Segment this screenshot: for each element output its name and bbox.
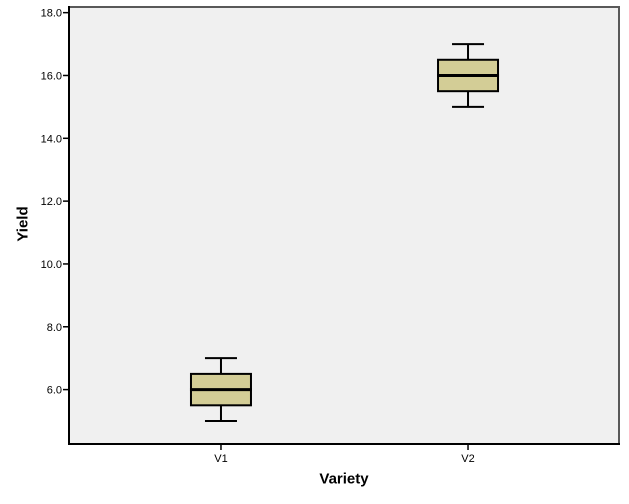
plot-area-background <box>70 7 619 443</box>
y-tick-label: 18.0 <box>41 8 62 20</box>
y-tick-label: 14.0 <box>41 133 62 145</box>
x-tick-label: V2 <box>461 453 474 465</box>
y-tick-label: 10.0 <box>41 259 62 271</box>
y-axis-title: Yield <box>14 206 32 242</box>
x-tick-label: V1 <box>214 453 227 465</box>
y-tick-label: 16.0 <box>41 70 62 82</box>
y-tick-label: 12.0 <box>41 196 62 208</box>
y-tick-label: 8.0 <box>47 322 62 334</box>
y-tick-label: 6.0 <box>47 385 62 397</box>
x-axis-title: Variety <box>319 470 369 488</box>
